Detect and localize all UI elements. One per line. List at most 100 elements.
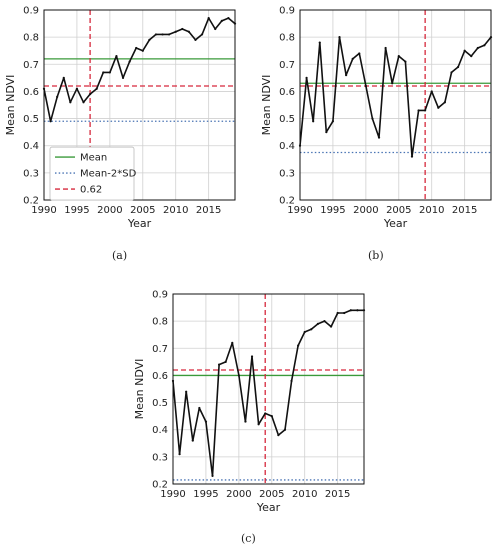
y-tick-label: 0.6 [23, 87, 39, 98]
plot-frame [43, 9, 236, 201]
legend-box [49, 146, 135, 201]
data-point [194, 38, 197, 41]
data-point [456, 65, 460, 69]
data-point [345, 74, 348, 77]
y-tick-label: 0.2 [152, 480, 168, 491]
data-point [75, 87, 79, 90]
caption-c: (c) [241, 532, 256, 545]
y-tick-label: 0.6 [152, 371, 168, 382]
data-point [244, 420, 247, 423]
data-point [181, 27, 184, 31]
x-tick-label: 2005 [386, 205, 411, 216]
data-point [218, 363, 221, 366]
data-point [198, 406, 201, 410]
data-point [128, 60, 131, 63]
x-tick-label: 1990 [31, 205, 56, 216]
y-tick-label: 0.5 [23, 114, 39, 125]
y-tick-label: 0.8 [23, 33, 39, 44]
y-tick-label: 0.8 [152, 317, 168, 328]
data-point [318, 41, 321, 44]
caption-b: (b) [368, 249, 384, 262]
plot-frame [172, 293, 365, 485]
x-tick-label: 2000 [97, 205, 122, 216]
x-tick-label: 2010 [419, 205, 444, 216]
data-point [168, 33, 171, 36]
data-point [470, 55, 473, 58]
data-point [220, 19, 223, 22]
data-point [49, 120, 52, 123]
data-point [237, 374, 240, 377]
data-point [404, 60, 407, 63]
data-point [303, 330, 306, 334]
ndvi-series-line [172, 309, 364, 477]
data-point [283, 428, 287, 431]
data-point [82, 101, 85, 104]
y-tick-label: 0.8 [279, 33, 295, 44]
ndvi-series-line [299, 36, 492, 158]
data-point [343, 311, 346, 315]
x-axis-label: Year [383, 217, 408, 230]
data-point [397, 55, 400, 58]
y-tick-label: 0.7 [23, 60, 39, 71]
data-point [161, 33, 164, 36]
y-tick-label: 0.5 [152, 398, 168, 409]
data-point [95, 87, 98, 90]
data-point [331, 120, 335, 123]
data-point [108, 71, 111, 74]
y-tick-label: 0.7 [279, 60, 295, 71]
data-point [200, 33, 204, 36]
data-point [463, 49, 466, 52]
y-tick-label: 0.6 [279, 87, 295, 98]
y-tick-label: 0.3 [279, 168, 295, 179]
data-point [141, 49, 144, 52]
x-tick-label: 2015 [196, 205, 221, 216]
x-tick-label: 2015 [452, 205, 477, 216]
ndvi-series-line [43, 17, 236, 123]
data-point [349, 309, 352, 312]
data-point [417, 109, 420, 112]
y-tick-label: 0.2 [23, 196, 39, 207]
y-tick-label: 0.4 [279, 141, 295, 152]
legend-entry-label: Mean-2*SD [80, 169, 137, 180]
data-point [371, 117, 374, 120]
y-tick-label: 0.3 [23, 168, 39, 179]
y-tick-label: 0.5 [279, 114, 295, 125]
data-point [325, 131, 328, 134]
data-point [174, 30, 177, 33]
data-point [323, 320, 326, 323]
data-point [351, 57, 354, 60]
data-point [250, 355, 254, 358]
data-point [135, 46, 138, 50]
y-tick-label: 0.4 [23, 141, 39, 152]
data-point [483, 44, 486, 47]
y-tick-label: 0.9 [279, 6, 295, 17]
x-tick-label: 2005 [130, 205, 155, 216]
data-point [316, 322, 319, 325]
data-point [257, 423, 260, 426]
data-point [377, 136, 381, 139]
x-axis-label: Year [256, 501, 281, 514]
x-tick-label: 2000 [226, 489, 251, 500]
data-point [115, 55, 118, 58]
data-point [364, 84, 367, 88]
data-point [148, 38, 151, 41]
data-point [305, 76, 308, 79]
caption-a: (a) [112, 249, 128, 262]
data-point [121, 76, 125, 79]
data-point [62, 76, 65, 79]
x-tick-label: 2000 [353, 205, 378, 216]
data-point [191, 439, 194, 442]
y-tick-label: 0.9 [152, 290, 168, 301]
data-point [356, 309, 359, 312]
data-point [297, 344, 300, 347]
y-tick-label: 0.2 [279, 196, 295, 207]
x-tick-label: 1995 [64, 205, 89, 216]
data-point [310, 328, 313, 331]
chart-panel-b: 1990 1995 2000 2005 2010 2015 0.2 0.3 0.4 0.5 0.6 0… [260, 6, 493, 230]
data-point [338, 36, 341, 39]
x-tick-label: 2015 [325, 489, 350, 500]
x-axis-label: Year [127, 217, 152, 230]
data-point [211, 474, 214, 477]
